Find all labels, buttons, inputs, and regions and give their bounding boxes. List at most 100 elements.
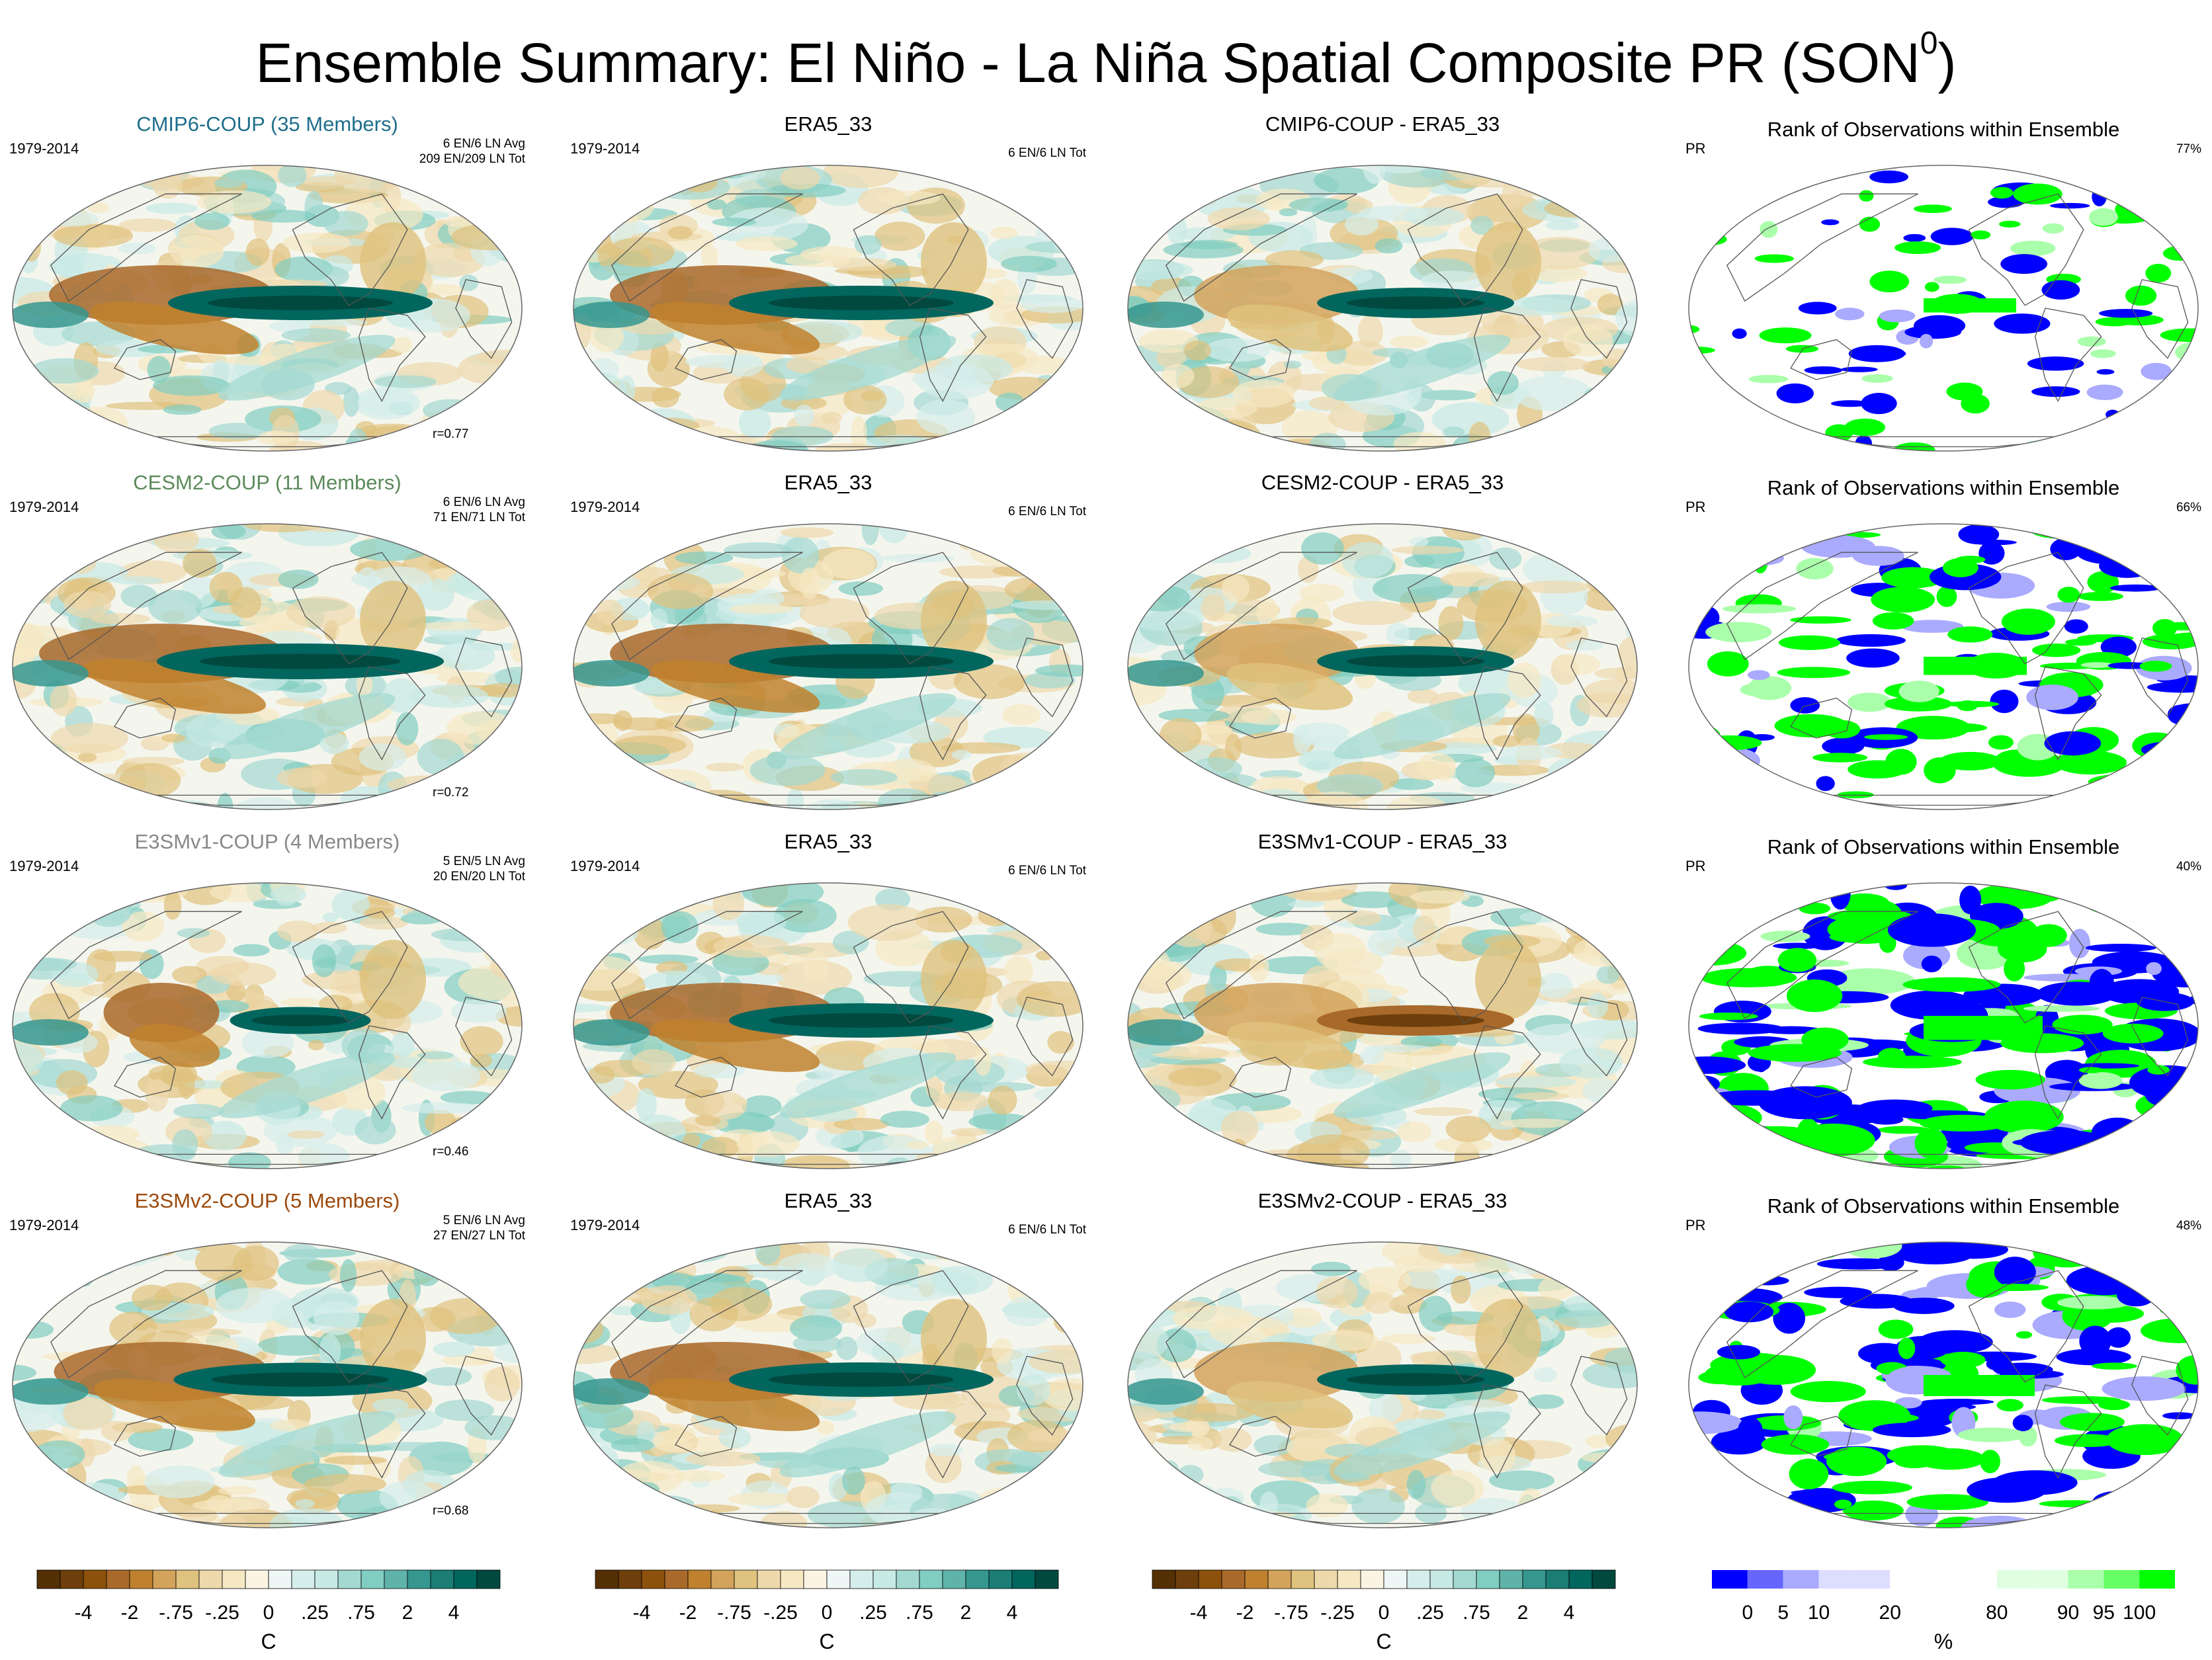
rank-patch — [2027, 356, 2084, 371]
field-blob — [95, 339, 167, 357]
field-blob — [308, 1040, 324, 1051]
coastline — [1473, 666, 1541, 761]
field-blob — [574, 885, 633, 900]
colorbar-tick-label: -.75 — [717, 1602, 751, 1624]
field-blob — [760, 1511, 808, 1528]
field-blob — [1148, 423, 1218, 432]
field-blob — [953, 664, 1025, 700]
coastline — [1790, 1056, 1853, 1098]
field-blob — [277, 1259, 338, 1285]
field-blob — [1306, 1493, 1349, 1518]
field-blob — [1568, 428, 1622, 451]
rank-patch — [1705, 1090, 1803, 1106]
rank-patch — [2160, 328, 2198, 342]
field-blob — [497, 174, 522, 205]
rank-patch — [1689, 1476, 1746, 1501]
field-blob — [1618, 424, 1637, 436]
field-blob — [574, 397, 601, 424]
field-blob — [459, 274, 479, 292]
field-blob — [701, 244, 718, 269]
rank-patch — [1717, 1345, 1760, 1360]
dry-anomaly — [103, 983, 220, 1042]
map-field — [574, 524, 1083, 809]
colorbar-swatch — [1035, 1569, 1059, 1589]
field-blob — [1146, 435, 1168, 444]
dry-anomaly — [1475, 1299, 1541, 1378]
map-border — [12, 882, 523, 1169]
field-blob — [1220, 1110, 1259, 1145]
rank-patch — [2163, 226, 2198, 233]
rank-patch — [2013, 183, 2063, 205]
field-blob — [208, 423, 269, 440]
panel-diff: CESM2-COUP - ERA5_33 — [1125, 470, 1640, 813]
field-blob — [163, 404, 202, 415]
field-blob — [413, 243, 486, 277]
field-blob — [1584, 558, 1637, 589]
field-blob — [1007, 1242, 1075, 1259]
field-blob — [930, 791, 964, 809]
field-blob — [1385, 796, 1450, 809]
coastline — [358, 666, 426, 761]
map-model — [12, 165, 523, 452]
rank-patch — [1898, 681, 1939, 702]
panel-title: ERA5_33 — [784, 1189, 872, 1212]
rank-patch — [1848, 692, 1892, 712]
field-blob — [1344, 1130, 1398, 1140]
colorbar-swatch — [988, 1569, 1013, 1589]
map-border — [1127, 523, 1638, 810]
rank-patch — [1705, 622, 1772, 643]
panel-title: ERA5_33 — [784, 830, 872, 853]
field-blob — [391, 337, 413, 354]
field-blob — [1128, 1242, 1201, 1246]
rank-patch — [1689, 1493, 1736, 1509]
field-blob — [742, 1095, 782, 1118]
field-blob — [1053, 1307, 1083, 1334]
field-blob — [655, 714, 714, 732]
coastline — [114, 1415, 177, 1457]
field-blob — [590, 546, 649, 563]
field-blob — [1221, 575, 1250, 602]
coastline — [1968, 552, 2084, 665]
field-blob — [1062, 911, 1082, 935]
colorbar-unit: C — [1376, 1630, 1392, 1653]
coastline — [1570, 1356, 1628, 1436]
field-blob — [312, 921, 347, 934]
field-blob — [1523, 175, 1601, 200]
field-blob — [118, 218, 176, 232]
field-blob — [1020, 296, 1083, 313]
field-blob — [1390, 1149, 1412, 1169]
field-blob — [13, 1485, 55, 1512]
field-blob — [145, 1079, 169, 1112]
rank-patch — [2141, 362, 2172, 380]
field-blob — [463, 1244, 488, 1270]
field-blob — [574, 1486, 614, 1523]
colorbar-swatch — [1996, 1570, 2033, 1589]
rank-patch — [1801, 535, 1875, 558]
rank-patch — [2143, 1522, 2173, 1528]
rank-patch — [1689, 325, 1700, 334]
field-blob — [1022, 1242, 1073, 1274]
colorbar-swatch — [1783, 1570, 1819, 1589]
field-blob — [1612, 556, 1637, 571]
rank-percent: 66% — [2176, 501, 2201, 515]
map-field — [1689, 1242, 2198, 1528]
coastline — [853, 552, 969, 665]
rank-patch — [2050, 202, 2090, 209]
field-blob — [632, 1049, 676, 1075]
field-blob — [986, 618, 1035, 651]
panel-title: CESM2-COUP (11 Members) — [133, 471, 402, 494]
field-blob — [574, 776, 594, 788]
rank-patch — [1697, 1022, 1784, 1035]
coastline — [1790, 339, 1853, 380]
map-model — [12, 523, 523, 810]
field-blob — [749, 754, 826, 786]
avg-count: 5 EN/6 LN Avg — [443, 1214, 525, 1227]
colorbar-swatch — [476, 1569, 501, 1589]
field-blob — [1346, 910, 1381, 926]
field-blob — [1128, 763, 1150, 773]
field-blob — [1128, 569, 1151, 579]
field-blob — [1396, 1292, 1424, 1307]
field-blob — [1523, 1249, 1597, 1283]
avg-count: 6 EN/6 LN Avg — [443, 137, 525, 151]
colorbar-swatch — [1522, 1569, 1547, 1589]
